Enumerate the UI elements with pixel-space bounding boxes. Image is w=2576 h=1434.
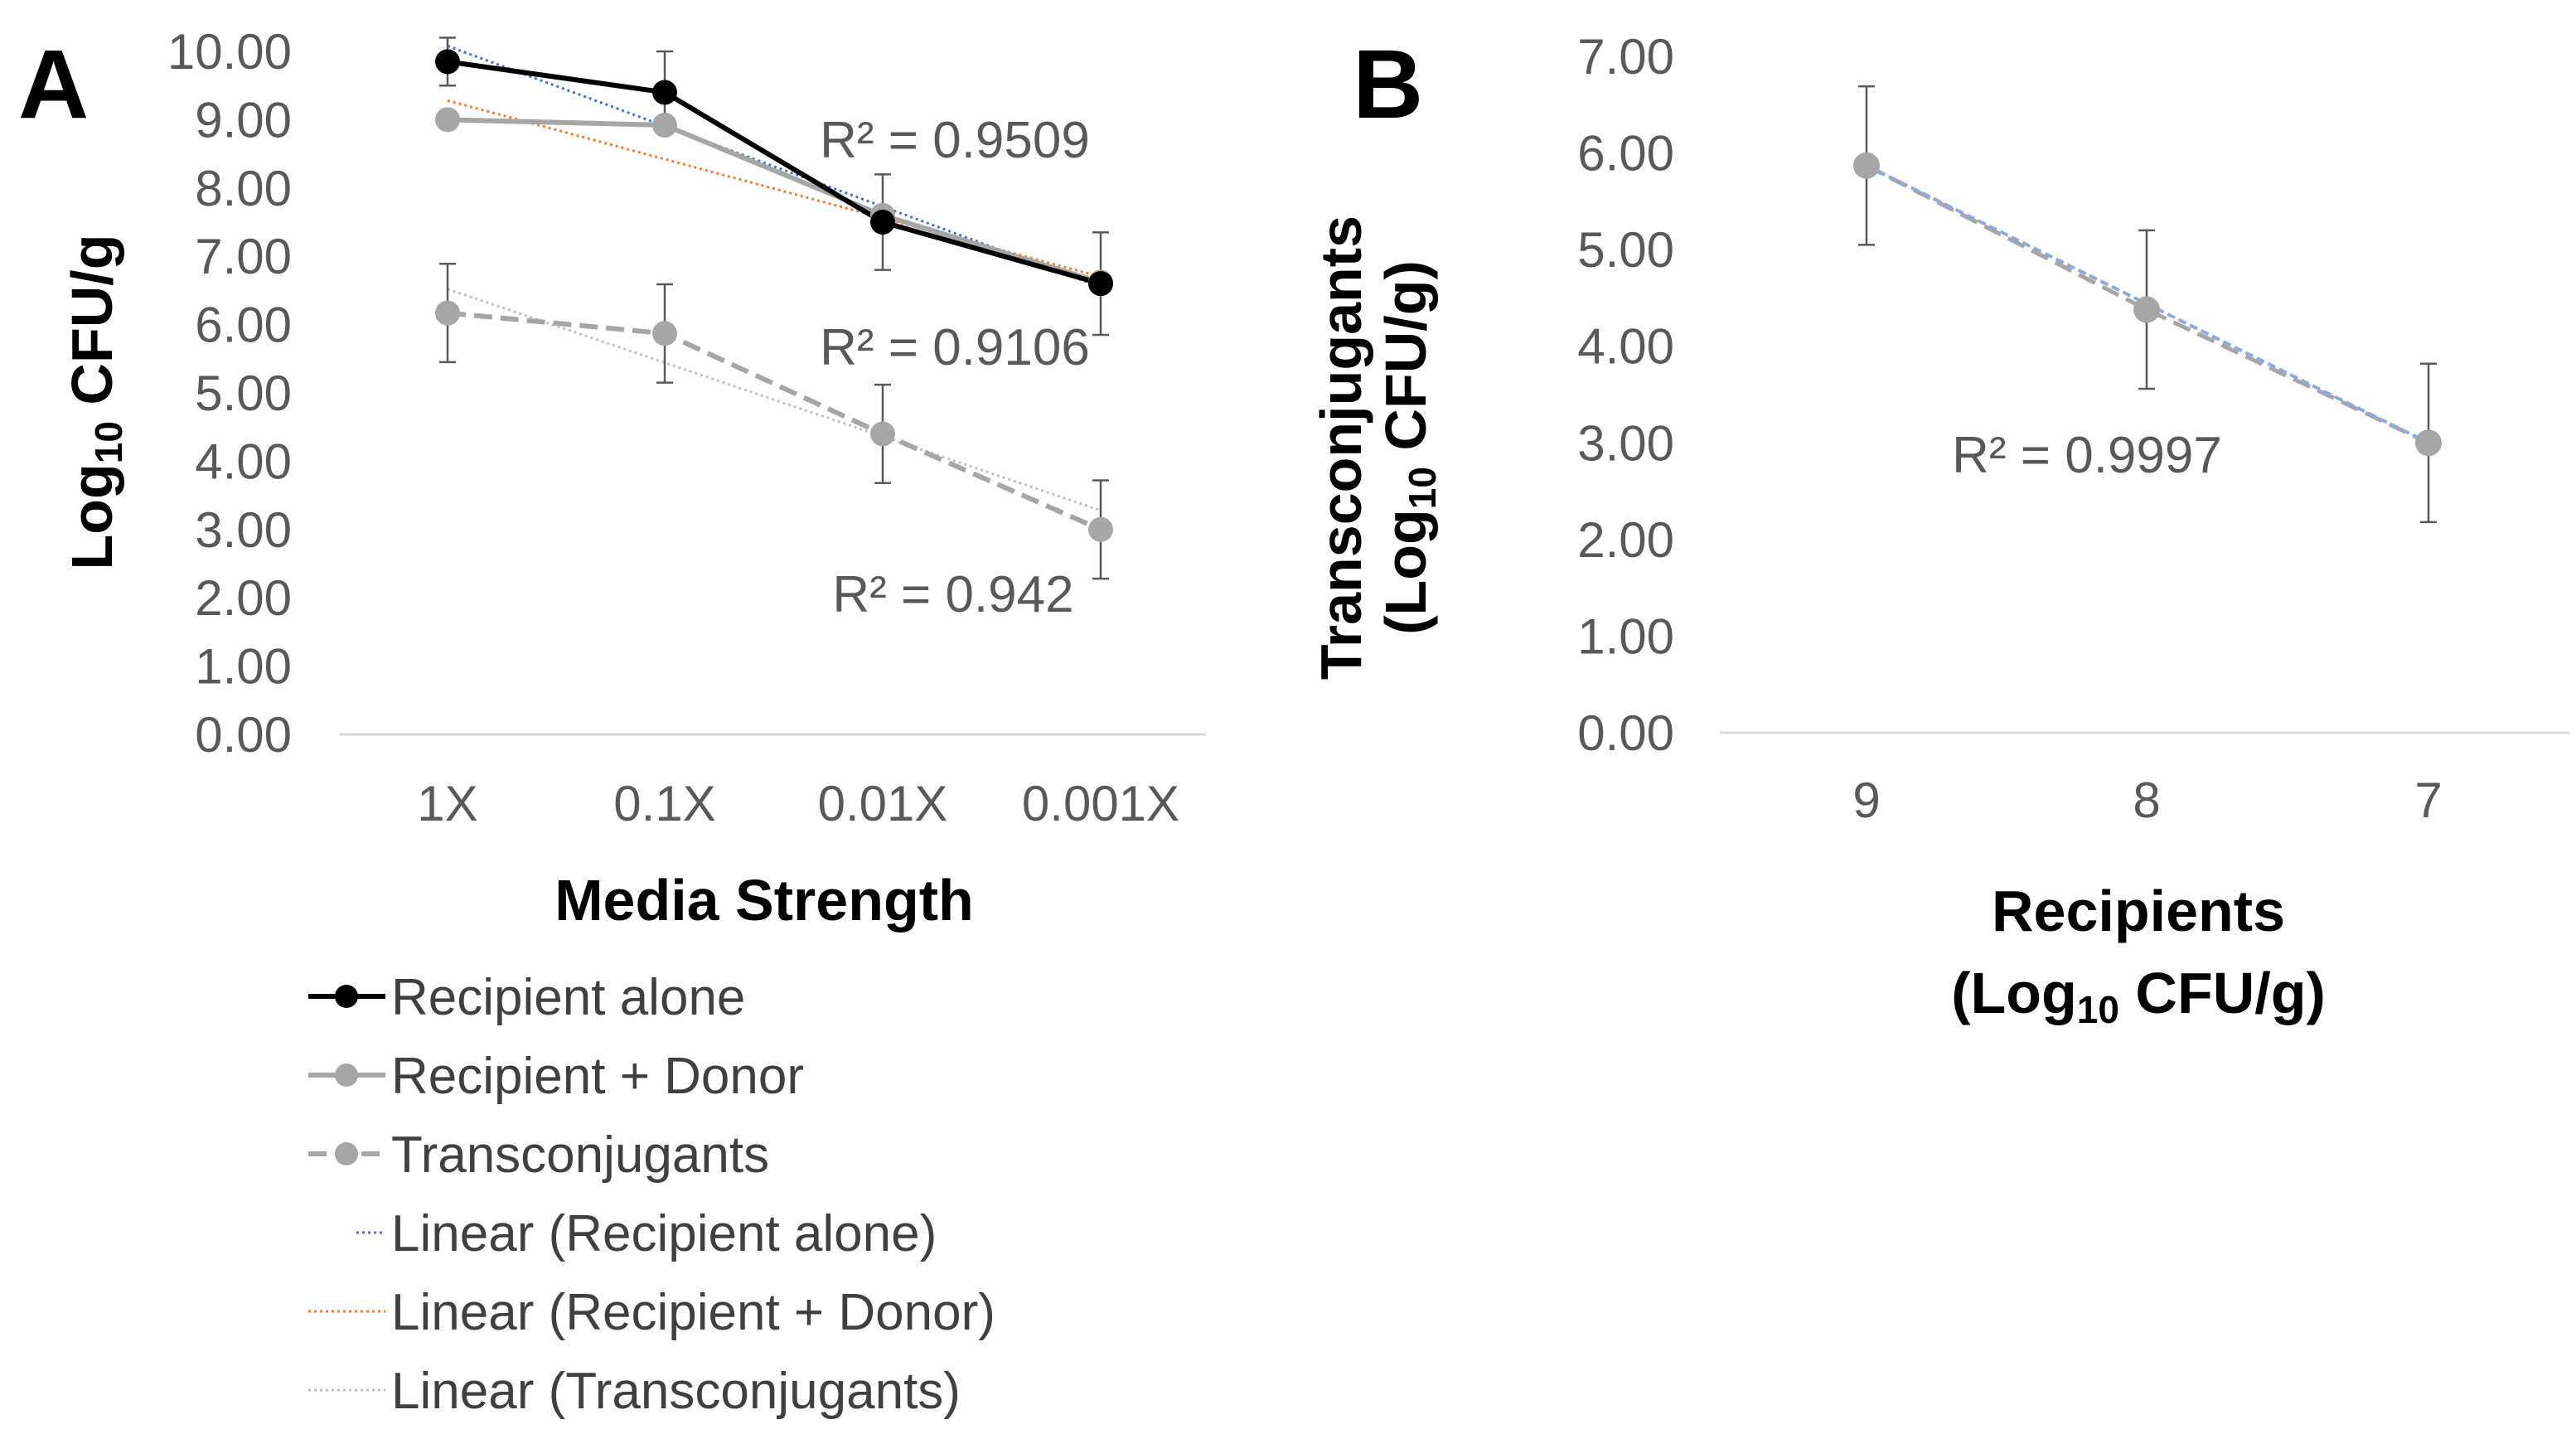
legend-item-linear-recipient-alone: Linear (Recipient alone) <box>356 1205 937 1262</box>
y-tick-label: 9.00 <box>195 92 292 148</box>
y-tick-labels-a: 0.00 1.00 2.00 3.00 4.00 5.00 6.00 7.00 8.00 9.00… <box>167 24 292 763</box>
y-tick-label: 2.00 <box>1577 512 1674 568</box>
data-point-transconjugants <box>435 300 460 326</box>
legend-item-recipient-donor: Recipient + Donor <box>308 1048 804 1105</box>
data-point-transconjugants <box>1088 516 1113 542</box>
y-axis-title-b-line1: Transconjugants <box>1309 216 1373 680</box>
r2-label-recipient-alone: R² = 0.9509 <box>820 112 1090 169</box>
series-line-transconjugants <box>447 310 1102 532</box>
y-tick-label: 7.00 <box>1577 29 1674 85</box>
r2-label-b: R² = 0.9997 <box>1952 427 2222 484</box>
y-tick-label: 0.00 <box>195 707 292 763</box>
legend-label: Transconjugants <box>391 1126 769 1184</box>
legend-marker <box>335 985 358 1008</box>
data-point-transconjugants <box>2133 296 2160 323</box>
data-point-transconjugants <box>2415 429 2442 457</box>
y-tick-label: 1.00 <box>1577 608 1674 664</box>
error-bars-a <box>439 36 1109 580</box>
x-tick-label: 0.001X <box>1022 776 1179 831</box>
panel-label-b: B <box>1353 30 1423 139</box>
legend-label: Recipient + Donor <box>391 1048 804 1105</box>
x-tick-label: 9 <box>1852 773 1880 828</box>
x-axis-title-b-line1: Recipients <box>1992 879 2285 943</box>
y-tick-label: 7.00 <box>195 229 292 284</box>
data-point-recipient-alone <box>870 210 895 235</box>
x-tick-label: 7 <box>2414 773 2442 828</box>
x-tick-label: 8 <box>2133 773 2160 828</box>
chart-a: A 0.00 1.00 2.00 3.00 4.00 5.00 6.00 7.00 8.00 9.… <box>18 24 1206 1420</box>
y-tick-label: 5.00 <box>195 366 292 421</box>
data-point-recipient-alone <box>435 49 460 75</box>
x-tick-label: 0.01X <box>818 776 948 831</box>
legend-label: Recipient alone <box>391 969 745 1026</box>
x-tick-label: 0.1X <box>613 776 715 831</box>
y-tick-label: 6.00 <box>1577 126 1674 182</box>
chart-b: B 0.00 1.00 2.00 3.00 4.00 5.00 6.00 7.00 9 8 7 T… <box>1309 29 2569 1031</box>
legend-a: Recipient alone Recipient + Donor Transc… <box>308 969 995 1420</box>
data-point-transconjugants <box>870 421 895 447</box>
y-tick-label: 4.00 <box>1577 319 1674 375</box>
data-point-recipient-alone <box>652 80 677 105</box>
y-tick-label: 6.00 <box>195 298 292 353</box>
y-tick-label: 2.00 <box>195 570 292 626</box>
trendline-linear-transconjugants <box>447 288 1102 512</box>
data-point-transconjugants <box>1853 152 1880 179</box>
x-axis-title-a: Media Strength <box>554 868 974 933</box>
legend-label: Linear (Recipient + Donor) <box>391 1284 995 1341</box>
legend-item-recipient-alone: Recipient alone <box>308 969 745 1026</box>
data-point-recipient-donor <box>435 107 460 133</box>
data-point-recipient-alone <box>1088 271 1113 297</box>
data-points-a <box>435 49 1113 542</box>
series-lines-a <box>447 59 1102 532</box>
data-point-transconjugants <box>652 321 677 346</box>
legend-marker <box>335 1142 358 1165</box>
legend-marker <box>335 1063 358 1087</box>
panel-label-a: A <box>18 30 89 139</box>
y-axis-title-b-line2: (Log10 CFU/g) <box>1373 260 1444 635</box>
y-tick-label: 8.00 <box>195 161 292 216</box>
y-tick-label: 3.00 <box>1577 415 1674 471</box>
y-axis-title-a: Log10 CFU/g <box>60 235 130 570</box>
legend-item-transconjugants: Transconjugants <box>308 1126 769 1184</box>
series-line-recipient-donor <box>447 117 1102 285</box>
y-tick-label: 5.00 <box>1577 222 1674 278</box>
legend-label: Linear (Transconjugants) <box>391 1363 961 1420</box>
x-tick-label: 1X <box>417 776 477 831</box>
legend-item-linear-recipient-donor: Linear (Recipient + Donor) <box>308 1284 995 1341</box>
y-tick-label: 1.00 <box>195 639 292 695</box>
y-axis-title-b: Transconjugants (Log10 CFU/g) <box>1309 216 1444 680</box>
x-tick-labels-a: 1X 0.1X 0.01X 0.001X <box>417 776 1179 831</box>
series-line-recipient-alone <box>447 59 1102 287</box>
legend-item-linear-transconjugants: Linear (Transconjugants) <box>308 1363 961 1420</box>
r2-label-recipient-donor: R² = 0.9106 <box>820 319 1090 376</box>
x-axis-title-b-line2: (Log10 CFU/g) <box>1951 961 2326 1031</box>
r2-label-transconjugants: R² = 0.942 <box>832 566 1073 623</box>
data-points-b <box>1853 152 2442 457</box>
y-tick-label: 10.00 <box>167 24 292 80</box>
legend-label: Linear (Recipient alone) <box>391 1205 937 1262</box>
y-tick-label: 3.00 <box>195 502 292 558</box>
data-point-recipient-donor <box>652 112 677 138</box>
x-tick-labels-b: 9 8 7 <box>1852 773 2442 828</box>
y-tick-label: 0.00 <box>1577 705 1674 761</box>
y-tick-label: 4.00 <box>195 434 292 489</box>
y-tick-labels-b: 0.00 1.00 2.00 3.00 4.00 5.00 6.00 7.00 <box>1577 29 1674 761</box>
